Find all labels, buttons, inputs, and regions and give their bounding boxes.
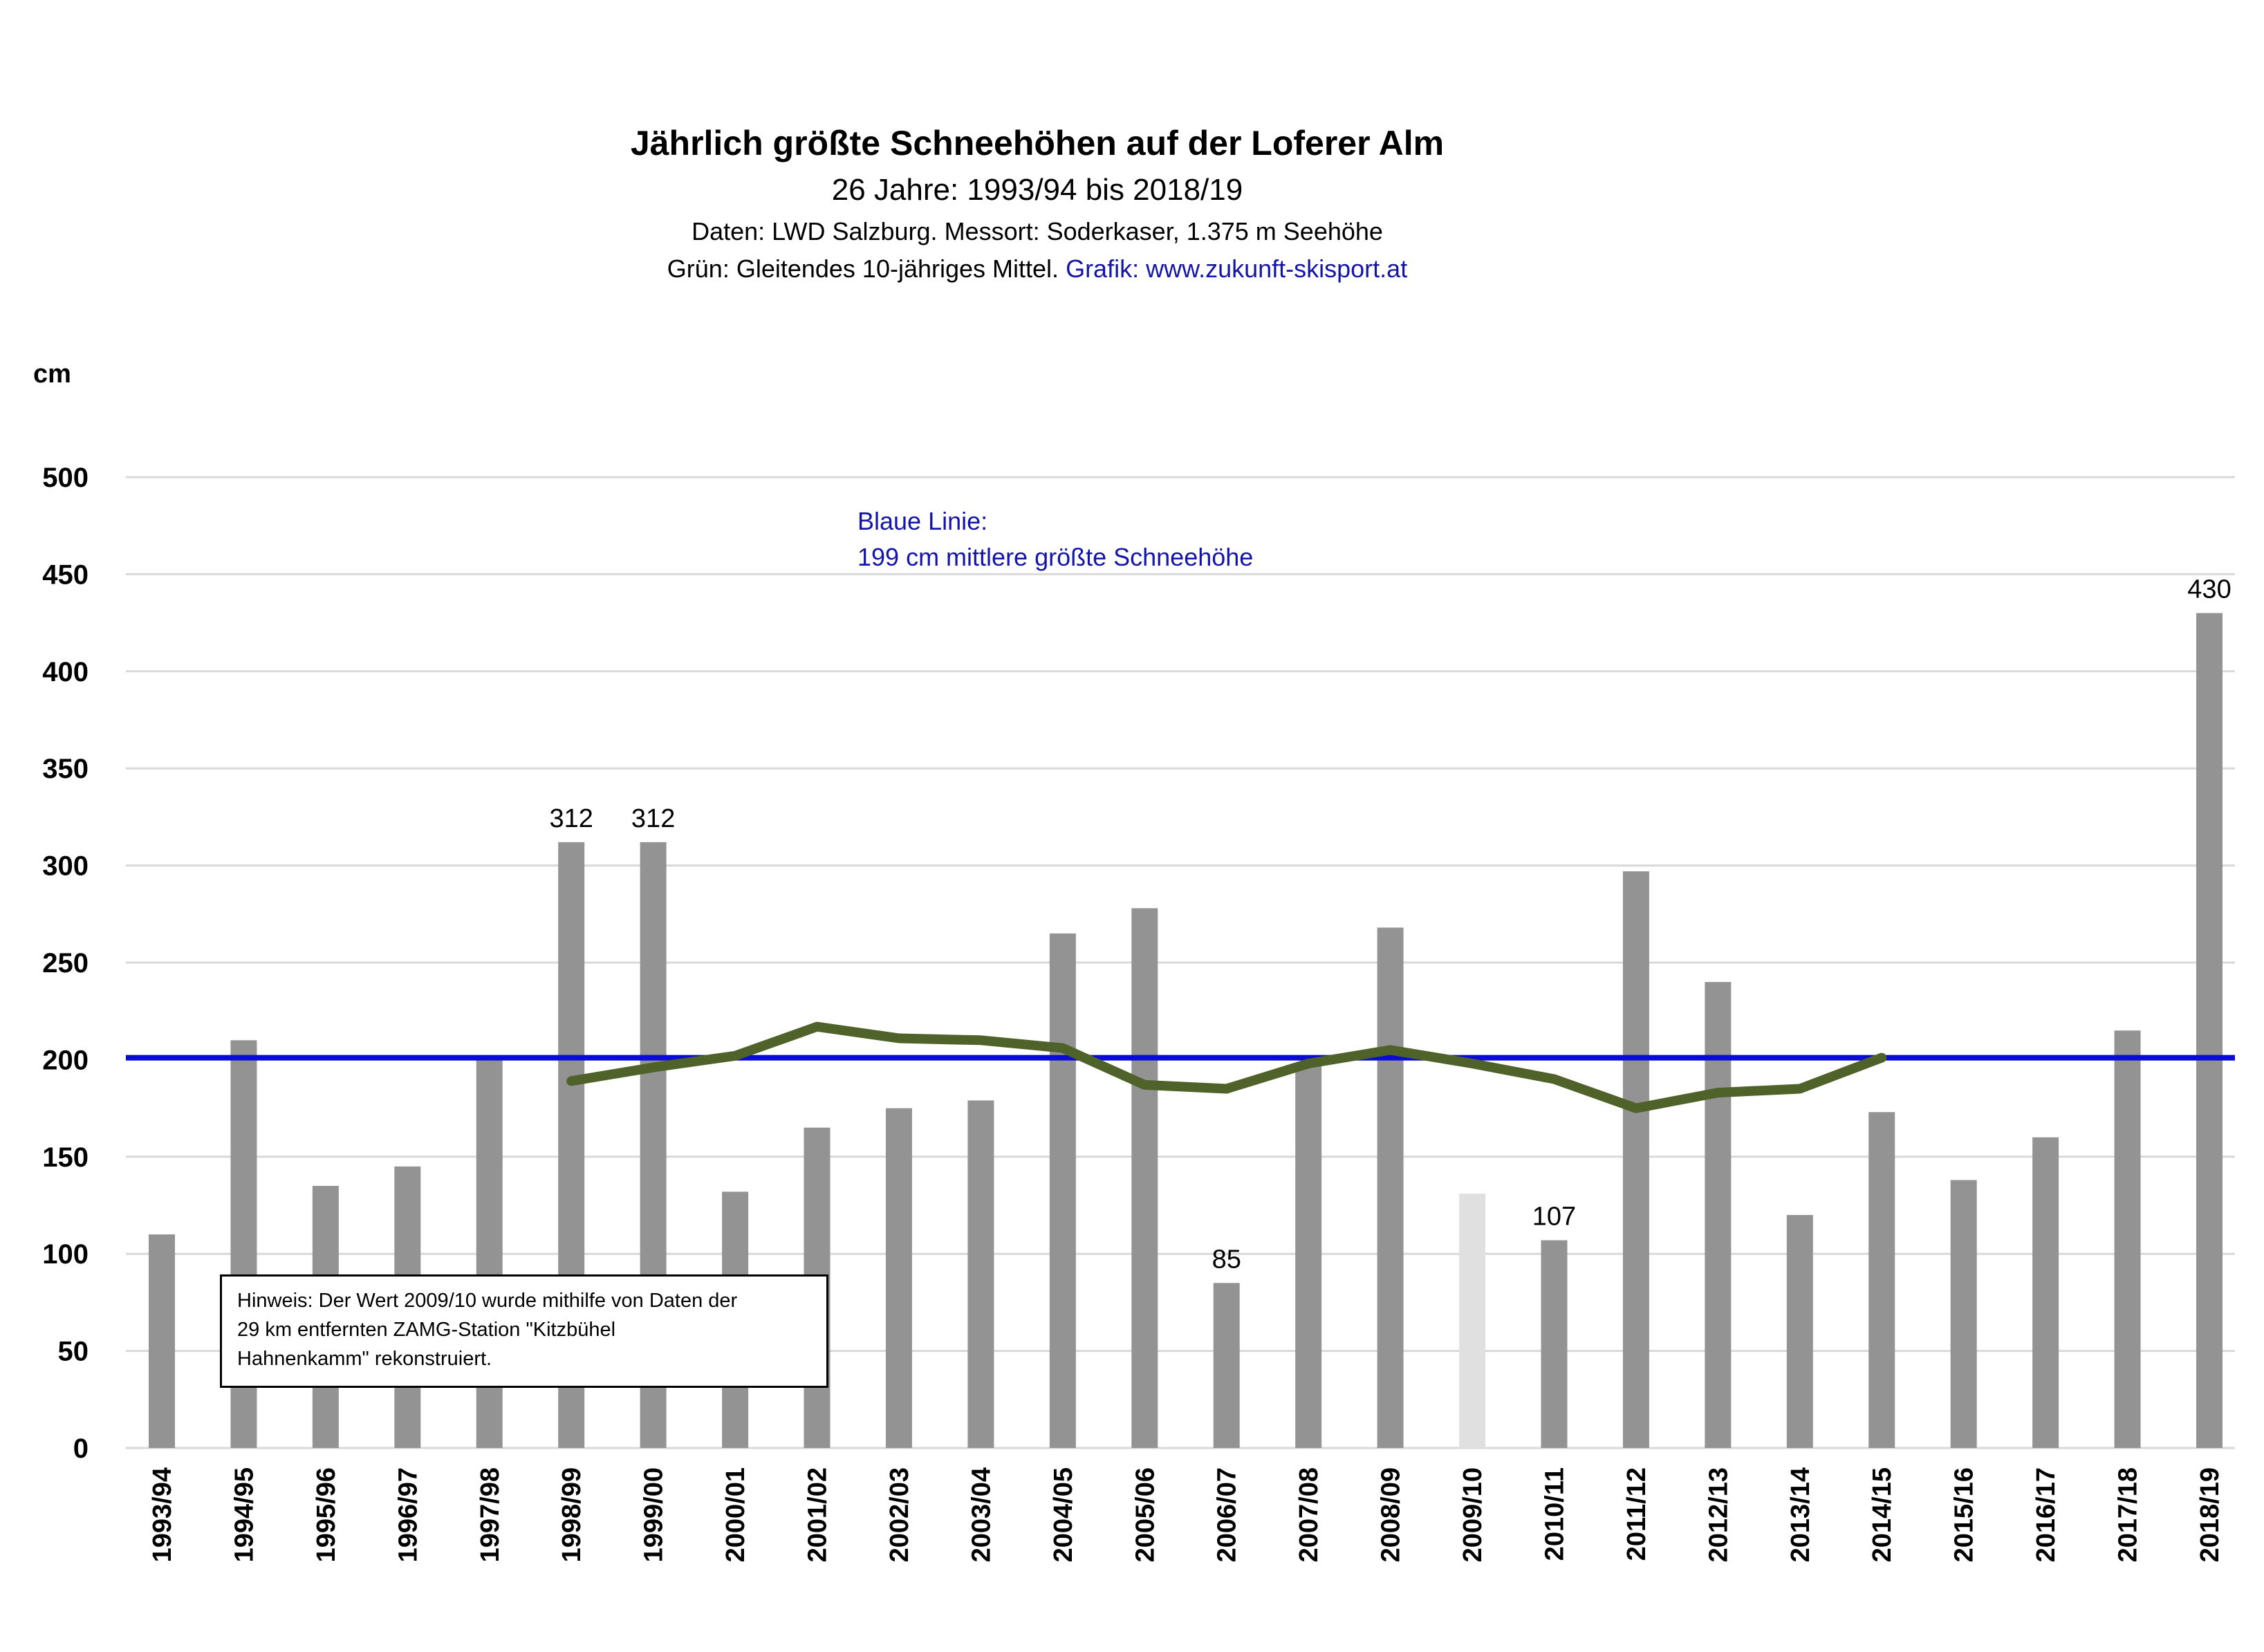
x-tick-label: 2013/14: [1786, 1467, 1815, 1562]
x-tick-label: 2002/03: [885, 1467, 914, 1562]
y-tick-label: 200: [42, 1045, 89, 1075]
y-tick-label: 100: [42, 1239, 89, 1270]
bar: [2196, 613, 2223, 1448]
chart-subtitle: 26 Jahre: 1993/94 bis 2018/19: [831, 173, 1243, 207]
x-tick-label: 2000/01: [721, 1467, 750, 1562]
x-tick-label: 2010/11: [1540, 1467, 1569, 1561]
legend-green-text: Grün: Gleitendes 10-jähriges Mittel.: [667, 254, 1059, 283]
bar: [1213, 1283, 1240, 1448]
bar: [2114, 1030, 2141, 1448]
blue-line-text: 199 cm mittlere größte Schneehöhe: [857, 543, 1254, 571]
y-tick-label: 350: [42, 754, 89, 784]
note-box: Hinweis: Der Wert 2009/10 wurde mithilfe…: [220, 1274, 828, 1388]
note-line-1: Hinweis: Der Wert 2009/10 wurde mithilfe…: [237, 1290, 738, 1312]
blue-line-annotation: Blaue Linie: 199 cm mittlere größte Schn…: [857, 503, 1253, 575]
moving-average-line: [566, 1021, 1887, 1113]
data-label: 312: [549, 804, 593, 833]
y-axis-unit: cm: [33, 360, 71, 389]
bar: [1049, 933, 1076, 1448]
x-tick-label: 2006/07: [1213, 1467, 1242, 1562]
note-line-3: Hahnenkamm" rekonstruiert.: [237, 1348, 492, 1370]
credit-link[interactable]: Grafik: www.zukunft-skisport.at: [1066, 254, 1408, 283]
x-tick-label: 1999/00: [640, 1467, 669, 1562]
x-tick-label: 2003/04: [967, 1467, 996, 1562]
x-tick-label: 2017/18: [2114, 1467, 2143, 1562]
x-tick-label: 1995/96: [312, 1467, 341, 1562]
data-label: 107: [1532, 1203, 1576, 1232]
data-label: 312: [631, 804, 675, 833]
bar: [1131, 908, 1158, 1448]
x-tick-label: 2012/13: [1704, 1467, 1733, 1562]
bar: [1622, 871, 1649, 1448]
y-tick-label: 450: [42, 559, 89, 590]
bar: [967, 1100, 994, 1448]
chart-source: Daten: LWD Salzburg. Messort: Soderkaser…: [692, 217, 1383, 245]
y-tick-label: 50: [58, 1337, 89, 1367]
bar: [1295, 1064, 1322, 1448]
bar: [1705, 982, 1732, 1448]
chart-title: Jährlich größte Schneehöhen auf der Lofe…: [630, 124, 1445, 163]
x-tick-label: 1994/95: [230, 1467, 259, 1562]
x-tick-label: 2008/09: [1377, 1467, 1406, 1562]
bar: [1377, 927, 1404, 1448]
y-tick-label: 0: [73, 1433, 89, 1464]
x-tick-label: 2018/19: [2196, 1467, 2225, 1562]
bar: [1950, 1180, 1977, 1448]
x-tick-label: 2001/02: [804, 1467, 833, 1562]
x-tick-label: 2005/06: [1131, 1467, 1160, 1562]
bar: [149, 1234, 175, 1448]
y-tick-label: 400: [42, 657, 89, 687]
bar: [1541, 1240, 1568, 1448]
bar: [2032, 1137, 2059, 1448]
data-label: 85: [1212, 1245, 1241, 1274]
x-tick-label: 2004/05: [1049, 1467, 1078, 1562]
y-tick-label: 250: [42, 948, 89, 978]
x-tick-label: 2007/08: [1295, 1467, 1324, 1562]
bar: [1786, 1215, 1813, 1448]
x-tick-label: 2015/16: [1950, 1467, 1979, 1562]
x-tick-label: 1996/97: [393, 1467, 423, 1562]
note-line-2: 29 km entfernten ZAMG-Station "Kitzbühel: [237, 1319, 616, 1341]
x-tick-label: 1993/94: [148, 1467, 177, 1562]
x-tick-label: 1998/99: [557, 1467, 586, 1562]
blue-line-title: Blaue Linie:: [857, 507, 988, 535]
y-tick-label: 150: [42, 1142, 89, 1173]
x-tick-label: 2016/17: [2032, 1467, 2061, 1562]
x-tick-label: 1997/98: [476, 1467, 505, 1562]
bar: [1868, 1112, 1895, 1448]
x-tick-label: 2014/15: [1868, 1467, 1897, 1562]
y-tick-label: 500: [42, 463, 89, 493]
data-label: 430: [2187, 575, 2231, 604]
bar: [476, 1055, 503, 1448]
y-tick-label: 300: [42, 851, 89, 882]
bar: [885, 1108, 912, 1448]
x-tick-label: 2009/10: [1458, 1467, 1487, 1562]
chart-legend-line: Grün: Gleitendes 10-jähriges Mittel. Gra…: [0, 254, 2075, 284]
bar: [1459, 1194, 1486, 1448]
x-tick-label: 2011/12: [1622, 1467, 1651, 1561]
